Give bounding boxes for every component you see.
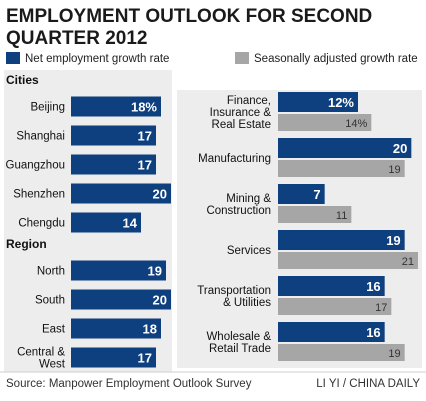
category-label: Transportation & Utilities [197,285,271,309]
category-label: Manufacturing [198,153,271,165]
data-label-seasonal: 19 [388,348,400,360]
bar-guangzhou [71,154,156,175]
bar-central-west [71,347,156,368]
data-label-seasonal: 11 [336,210,347,222]
data-label-net: 19 [386,233,400,248]
bar-groups: Cities Beijing 18% Shanghai 17 Guangzhou 17 She… [4,70,422,372]
data-label-net: 16 [366,325,380,340]
data-label-net: 12% [328,95,354,110]
bar-shenzhen [71,183,171,204]
panel-cities [4,70,172,237]
category-label: Shenzhen [13,189,65,201]
category-label: Services [227,245,271,257]
data-label: 19 [148,264,162,279]
category-label: Mining & Construction [206,193,271,217]
legend-label-net: Net employment growth rate [25,53,169,65]
bar-seasonal-finance-insurance-real-estate [278,114,372,131]
bar-net-wholesale-retail-trade [278,322,385,342]
source-note: Source: Manpower Employment Outlook Surv… [6,378,252,390]
legend: Net employment growth rate Seasonally ad… [6,52,418,65]
section-title-region: Region [6,237,47,251]
legend-label-seasonal: Seasonally adjusted growth rate [254,53,418,65]
data-label: 18% [131,100,157,115]
bar-seasonal-manufacturing [278,160,405,177]
category-label: Central & West [17,347,66,371]
data-label: 17 [138,158,152,173]
data-label-seasonal: 21 [402,256,414,268]
legend-swatch-net [6,52,20,64]
data-label-net: 16 [366,279,380,294]
bar-north [71,260,166,281]
bar-seasonal-wholesale-retail-trade [278,344,405,361]
data-label-net: 20 [393,141,407,156]
category-label: Chengdu [18,218,65,230]
category-label: Guangzhou [6,160,65,172]
category-label: East [42,324,66,336]
panel-sectors [177,90,422,368]
category-label: Finance, Insurance & Real Estate [210,95,272,131]
data-label-seasonal: 19 [388,164,400,176]
bar-south [71,289,171,310]
credit-note: LI YI / CHINA DAILY [316,378,420,390]
category-label: North [37,266,65,278]
data-label: 17 [138,129,152,144]
data-label: 14 [123,216,138,231]
section-title-cities: Cities [6,73,39,87]
bar-net-mining-construction [278,184,325,204]
bar-net-finance-insurance-real-estate [278,92,358,112]
data-label: 17 [138,351,152,366]
bar-shanghai [71,125,156,146]
data-label-net: 7 [313,187,320,202]
data-label: 20 [153,187,167,202]
bar-seasonal-transportation-utilities [278,298,392,315]
bar-chengdu [71,212,141,233]
bar-net-transportation-utilities [278,276,385,296]
bar-seasonal-services [278,252,418,269]
bar-seasonal-mining-construction [278,206,352,223]
bar-east [71,318,161,339]
category-label: Shanghai [16,131,65,143]
bar-net-services [278,230,405,250]
bar-net-manufacturing [278,138,412,158]
data-label-seasonal: 14% [345,118,367,130]
chart-title-line1: EMPLOYMENT OUTLOOK FOR SECOND [6,6,372,27]
legend-swatch-seasonal [235,52,249,64]
category-label: Beijing [30,102,65,114]
category-label: South [35,295,65,307]
data-label: 18 [143,322,157,337]
chart-title-line2: QUARTER 2012 [6,28,148,49]
data-label: 20 [153,293,167,308]
data-label-seasonal: 17 [375,302,387,314]
bar-beijing [71,96,161,117]
category-label: Wholesale & Retail Trade [206,331,271,355]
